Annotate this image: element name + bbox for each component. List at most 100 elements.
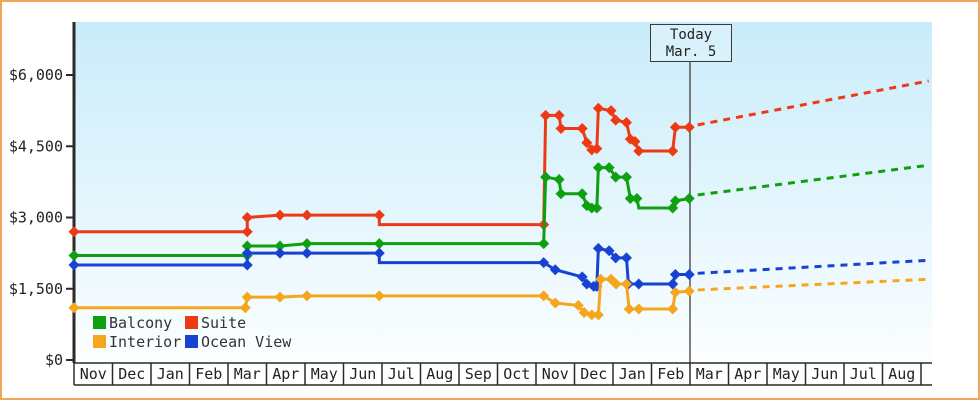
series-interior-marker bbox=[586, 309, 598, 321]
series-balcony-marker bbox=[540, 171, 552, 183]
series-suite-projection bbox=[697, 79, 929, 127]
month-label: Aug bbox=[426, 365, 453, 383]
balcony-color-swatch-icon bbox=[93, 316, 106, 329]
series-suite-marker bbox=[620, 117, 632, 128]
series-ocean_view-marker bbox=[610, 252, 622, 264]
series-suite-marker bbox=[581, 137, 593, 149]
today-flag: Today Mar. 5 bbox=[650, 24, 732, 62]
month-label: Nov bbox=[80, 365, 107, 383]
series-balcony-marker bbox=[576, 188, 588, 200]
series-ocean_view-marker bbox=[620, 252, 632, 264]
series-interior-marker bbox=[538, 290, 550, 302]
series-ocean_view-marker bbox=[592, 242, 604, 254]
series-interior-marker bbox=[633, 303, 645, 315]
series-balcony-marker bbox=[683, 193, 695, 204]
today-flag-line2: Mar. 5 bbox=[665, 44, 717, 60]
month-label: May bbox=[773, 365, 800, 383]
series-interior-marker bbox=[610, 278, 622, 290]
y-tick-label: $0 bbox=[45, 351, 63, 369]
series-interior-marker bbox=[572, 299, 584, 311]
series-interior-marker bbox=[549, 297, 561, 309]
series-ocean_view-marker bbox=[241, 247, 253, 259]
month-label: Dec bbox=[118, 365, 145, 383]
series-ocean_view-marker bbox=[633, 278, 645, 290]
series-suite-marker bbox=[576, 122, 588, 134]
month-label: Jul bbox=[388, 365, 415, 383]
series-suite-marker bbox=[274, 209, 286, 221]
legend: Balcony Suite Interior Ocean View bbox=[93, 313, 291, 351]
month-label: Aug bbox=[888, 365, 915, 383]
series-interior-marker bbox=[241, 291, 253, 303]
month-label: Jun bbox=[811, 365, 838, 383]
series-balcony-marker bbox=[553, 174, 565, 185]
series-ocean_view-marker bbox=[538, 257, 550, 269]
month-label: Mar bbox=[234, 365, 261, 383]
series-interior-marker bbox=[623, 303, 635, 315]
series-balcony-marker bbox=[301, 238, 313, 250]
series-suite-marker bbox=[683, 121, 695, 133]
y-tick-label: $6,000 bbox=[9, 66, 63, 84]
series-ocean_view-marker bbox=[669, 269, 681, 280]
series-balcony-marker bbox=[669, 195, 681, 207]
series-suite-marker bbox=[591, 143, 603, 155]
series-interior-marker bbox=[301, 290, 313, 302]
series-balcony-marker bbox=[241, 240, 253, 252]
series-suite-marker bbox=[68, 226, 80, 238]
month-label: Oct bbox=[503, 365, 530, 383]
series-balcony-marker bbox=[373, 238, 385, 250]
series-interior-marker bbox=[274, 291, 286, 303]
y-tick-label: $3,000 bbox=[9, 209, 63, 227]
series-interior-marker bbox=[669, 286, 681, 298]
legend-label-balcony: Balcony bbox=[109, 313, 173, 332]
month-label: Nov bbox=[542, 365, 569, 383]
y-tick-label: $1,500 bbox=[9, 280, 63, 298]
today-flag-line1: Today bbox=[669, 27, 713, 43]
series-interior-marker bbox=[373, 290, 385, 302]
legend-label-ocean-view: Ocean View bbox=[201, 332, 292, 351]
series-ocean_view-marker bbox=[274, 247, 286, 259]
series-balcony-marker bbox=[624, 193, 636, 204]
series-balcony-marker bbox=[591, 202, 603, 214]
series-suite-marker bbox=[605, 105, 617, 117]
interior-color-swatch-icon bbox=[93, 335, 106, 348]
series-balcony-marker bbox=[631, 193, 643, 204]
series-ocean_view-marker bbox=[241, 259, 253, 271]
series-suite-marker bbox=[373, 209, 385, 221]
series-interior-marker bbox=[683, 285, 695, 297]
series-ocean_view-marker bbox=[667, 278, 679, 290]
month-label: Apr bbox=[734, 365, 761, 383]
series-ocean_view-marker bbox=[301, 247, 313, 259]
series-suite-marker bbox=[667, 145, 679, 157]
series-suite-marker bbox=[540, 109, 552, 121]
legend-item-balcony: Balcony bbox=[93, 314, 185, 332]
series-interior-marker bbox=[239, 302, 251, 314]
legend-item-ocean-view: Ocean View bbox=[185, 333, 291, 351]
series-ocean_view-marker bbox=[683, 269, 695, 280]
series-balcony-marker bbox=[274, 240, 286, 252]
month-label: Feb bbox=[657, 365, 684, 383]
series-suite-marker bbox=[301, 209, 313, 221]
series-balcony-marker bbox=[555, 188, 567, 200]
month-label: Mar bbox=[696, 365, 723, 383]
series-ocean_view-marker bbox=[68, 259, 80, 271]
series-suite-marker bbox=[241, 226, 253, 238]
legend-row: Interior Ocean View bbox=[93, 332, 291, 351]
series-suite-marker bbox=[592, 102, 604, 114]
month-label: Dec bbox=[580, 365, 607, 383]
plot-background bbox=[74, 22, 932, 360]
series-suite-marker bbox=[633, 145, 645, 157]
series-ocean_view-marker bbox=[576, 271, 588, 283]
ocean-view-color-swatch-icon bbox=[185, 335, 198, 348]
series-interior-marker bbox=[667, 303, 679, 315]
series-ocean_view-marker bbox=[603, 245, 615, 257]
series-balcony-marker bbox=[610, 171, 622, 183]
legend-label-suite: Suite bbox=[201, 313, 247, 332]
legend-row: Balcony Suite bbox=[93, 313, 291, 332]
series-suite-marker bbox=[629, 136, 641, 147]
month-label: Sep bbox=[465, 365, 492, 383]
month-label: Apr bbox=[272, 365, 299, 383]
series-balcony-marker bbox=[592, 162, 604, 174]
series-interior-marker bbox=[620, 278, 632, 290]
series-interior-marker bbox=[68, 302, 80, 314]
